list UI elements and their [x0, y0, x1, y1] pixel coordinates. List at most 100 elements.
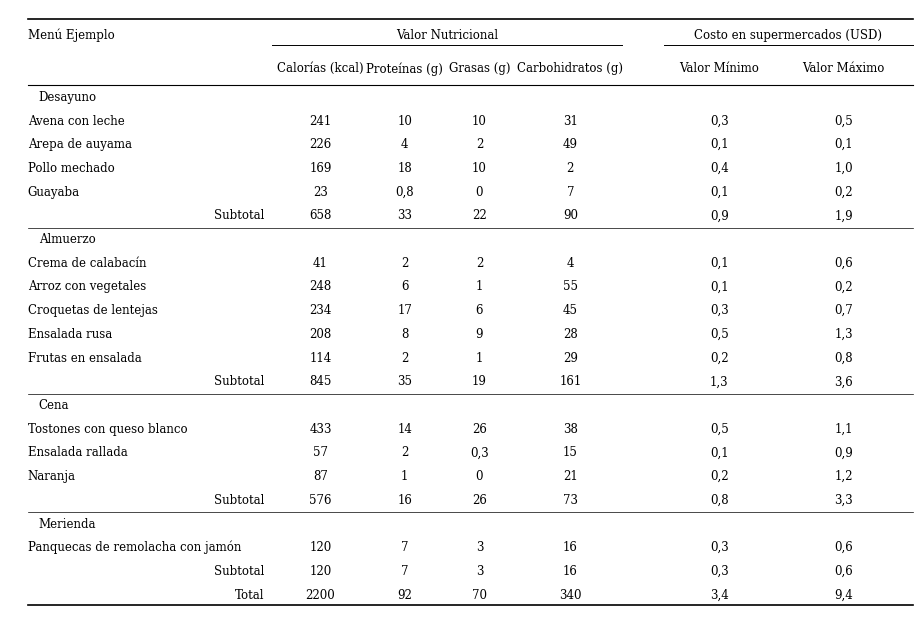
Text: 0,5: 0,5 — [710, 328, 728, 341]
Text: 7: 7 — [401, 565, 408, 578]
Text: 226: 226 — [309, 138, 332, 151]
Text: 3: 3 — [476, 541, 483, 554]
Text: 0,1: 0,1 — [710, 447, 728, 459]
Text: 234: 234 — [309, 304, 332, 317]
Text: 1,9: 1,9 — [834, 209, 853, 223]
Text: Carbohidratos (g): Carbohidratos (g) — [517, 63, 623, 75]
Text: 120: 120 — [309, 565, 332, 578]
Text: 433: 433 — [309, 423, 332, 436]
Text: Subtotal: Subtotal — [214, 565, 265, 578]
Text: 0,2: 0,2 — [710, 470, 728, 483]
Text: 28: 28 — [563, 328, 577, 341]
Text: 2: 2 — [401, 256, 408, 270]
Text: 0,1: 0,1 — [710, 186, 728, 198]
Text: 0,1: 0,1 — [710, 281, 728, 293]
Text: 0,2: 0,2 — [834, 186, 853, 198]
Text: 120: 120 — [309, 541, 332, 554]
Text: Subtotal: Subtotal — [214, 209, 265, 223]
Text: 0,2: 0,2 — [710, 352, 728, 364]
Text: 2: 2 — [401, 447, 408, 459]
Text: 0,8: 0,8 — [834, 352, 853, 364]
Text: Subtotal: Subtotal — [214, 375, 265, 389]
Text: 45: 45 — [562, 304, 578, 317]
Text: 1: 1 — [401, 470, 408, 483]
Text: Merienda: Merienda — [39, 517, 96, 531]
Text: 3,4: 3,4 — [710, 589, 728, 602]
Text: 57: 57 — [313, 447, 328, 459]
Text: 87: 87 — [313, 470, 328, 483]
Text: 1,3: 1,3 — [834, 328, 853, 341]
Text: 0,3: 0,3 — [710, 541, 728, 554]
Text: 0,3: 0,3 — [710, 115, 728, 128]
Text: 6: 6 — [401, 281, 408, 293]
Text: 340: 340 — [559, 589, 582, 602]
Text: Ensalada rusa: Ensalada rusa — [28, 328, 112, 341]
Text: 114: 114 — [309, 352, 332, 364]
Text: Subtotal: Subtotal — [214, 494, 265, 507]
Text: 0,1: 0,1 — [834, 138, 853, 151]
Text: 26: 26 — [472, 423, 487, 436]
Text: 49: 49 — [562, 138, 578, 151]
Text: Frutas en ensalada: Frutas en ensalada — [28, 352, 141, 364]
Text: 92: 92 — [397, 589, 412, 602]
Text: 0,6: 0,6 — [834, 565, 853, 578]
Text: Valor Mínimo: Valor Mínimo — [680, 63, 759, 75]
Text: 576: 576 — [309, 494, 332, 507]
Text: 4: 4 — [566, 256, 574, 270]
Text: 17: 17 — [397, 304, 412, 317]
Text: 10: 10 — [397, 115, 412, 128]
Text: Naranja: Naranja — [28, 470, 76, 483]
Text: 7: 7 — [401, 541, 408, 554]
Text: 2: 2 — [476, 256, 483, 270]
Text: Croquetas de lentejas: Croquetas de lentejas — [28, 304, 158, 317]
Text: 4: 4 — [401, 138, 408, 151]
Text: 0,7: 0,7 — [834, 304, 853, 317]
Text: Cena: Cena — [39, 399, 69, 412]
Text: 0,6: 0,6 — [834, 256, 853, 270]
Text: 0,1: 0,1 — [710, 138, 728, 151]
Text: 3,3: 3,3 — [834, 494, 853, 507]
Text: 33: 33 — [397, 209, 412, 223]
Text: 9: 9 — [476, 328, 483, 341]
Text: Menú Ejemplo: Menú Ejemplo — [28, 29, 114, 43]
Text: 0,8: 0,8 — [396, 186, 414, 198]
Text: 2: 2 — [567, 162, 573, 175]
Text: Arepa de auyama: Arepa de auyama — [28, 138, 132, 151]
Text: 26: 26 — [472, 494, 487, 507]
Text: 0,3: 0,3 — [710, 565, 728, 578]
Text: 16: 16 — [562, 565, 578, 578]
Text: 6: 6 — [476, 304, 483, 317]
Text: 38: 38 — [562, 423, 578, 436]
Text: 845: 845 — [309, 375, 332, 389]
Text: 169: 169 — [309, 162, 332, 175]
Text: Grasas (g): Grasas (g) — [449, 63, 510, 75]
Text: 21: 21 — [563, 470, 577, 483]
Text: 0,3: 0,3 — [470, 447, 489, 459]
Text: 0,8: 0,8 — [710, 494, 728, 507]
Text: 10: 10 — [472, 162, 487, 175]
Text: 3: 3 — [476, 565, 483, 578]
Text: 0: 0 — [476, 186, 483, 198]
Text: Total: Total — [235, 589, 265, 602]
Text: 1,2: 1,2 — [834, 470, 853, 483]
Text: Valor Nutricional: Valor Nutricional — [396, 29, 498, 42]
Text: 658: 658 — [309, 209, 332, 223]
Text: Pollo mechado: Pollo mechado — [28, 162, 114, 175]
Text: Calorías (kcal): Calorías (kcal) — [278, 63, 363, 75]
Text: 0,1: 0,1 — [710, 256, 728, 270]
Text: 161: 161 — [559, 375, 582, 389]
Text: 0,6: 0,6 — [834, 541, 853, 554]
Text: Panquecas de remolacha con jamón: Panquecas de remolacha con jamón — [28, 541, 241, 554]
Text: 10: 10 — [472, 115, 487, 128]
Text: 16: 16 — [562, 541, 578, 554]
Text: 0,9: 0,9 — [834, 447, 853, 459]
Text: 0,2: 0,2 — [834, 281, 853, 293]
Text: 2: 2 — [476, 138, 483, 151]
Text: 241: 241 — [309, 115, 332, 128]
Text: Guayaba: Guayaba — [28, 186, 80, 198]
Text: 208: 208 — [309, 328, 332, 341]
Text: 0,4: 0,4 — [710, 162, 728, 175]
Text: 0,3: 0,3 — [710, 304, 728, 317]
Text: 18: 18 — [397, 162, 412, 175]
Text: 22: 22 — [472, 209, 487, 223]
